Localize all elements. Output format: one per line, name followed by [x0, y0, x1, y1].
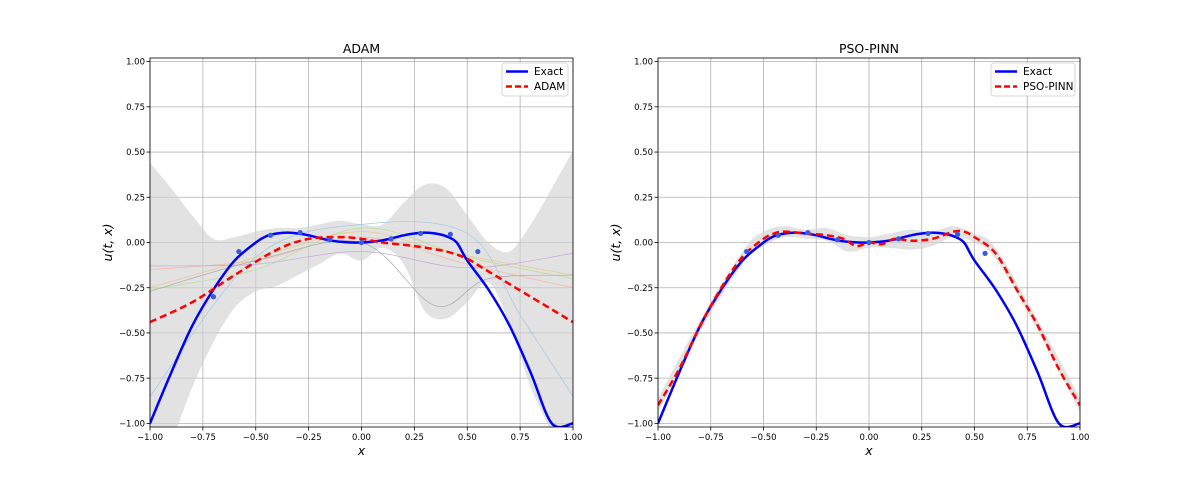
x-tick-label: 0.50	[458, 433, 477, 443]
legend-label-exact: Exact	[1023, 66, 1052, 78]
ensemble-member-line	[150, 221, 573, 397]
data-point	[210, 294, 217, 300]
y-tick-label: 0.00	[126, 239, 145, 249]
y-tick-label: −0.75	[627, 374, 653, 384]
x-tick-label: −0.50	[750, 433, 776, 443]
x-tick-label: 0.75	[1018, 433, 1037, 443]
data-point	[297, 229, 303, 236]
plot-area	[150, 150, 573, 427]
y-tick-label: −0.50	[119, 329, 145, 339]
legend: Exact PSO-PINN	[990, 62, 1076, 97]
y-tick-label: −1.00	[119, 420, 145, 430]
y-tick-label: 0.25	[634, 193, 653, 203]
x-tick-label: 0.00	[860, 433, 879, 443]
x-tick-label: 0.25	[912, 433, 931, 443]
data-point	[895, 236, 902, 242]
x-tick-label: 0.00	[352, 433, 371, 443]
y-tick-labels: −1.00 −0.75 −0.50 −0.25 0.00 0.25 0.50 0…	[627, 58, 653, 430]
x-tick-label: −0.25	[803, 433, 829, 443]
legend: Exact ADAM	[501, 62, 569, 97]
panel-adam: ADAM −1.00 −0.75 −0.50 −0.25 0.00 0.25 0…	[100, 41, 583, 458]
data-point	[866, 239, 872, 246]
y-tick-label: −0.25	[627, 284, 653, 294]
y-tick-label: 1.00	[634, 58, 653, 68]
ensemble-member-line	[150, 236, 573, 289]
y-tick-label: 0.75	[634, 103, 653, 113]
prediction-line	[150, 235, 573, 324]
x-axis-label: x	[357, 443, 366, 458]
y-tick-label: 0.00	[634, 239, 653, 249]
y-tick-label: 1.00	[126, 58, 145, 68]
legend-label-adam: ADAM	[534, 81, 565, 93]
y-tick-label: −0.25	[119, 284, 145, 294]
x-tick-label: −0.50	[243, 433, 269, 443]
data-point	[388, 236, 394, 242]
y-tick-label: 0.50	[126, 148, 145, 158]
y-tick-label: −0.75	[119, 374, 145, 384]
x-tick-label: 0.50	[965, 433, 984, 443]
data-point	[236, 248, 242, 255]
y-tick-label: 0.75	[126, 103, 145, 113]
x-tick-label: −0.75	[190, 433, 216, 443]
data-point	[447, 231, 453, 237]
tick-marks	[654, 61, 1081, 431]
x-axis-label: x	[864, 443, 873, 458]
legend-label-pso-pinn: PSO-PINN	[1023, 81, 1073, 93]
data-point	[744, 248, 750, 255]
x-tick-label: 1.00	[1071, 433, 1090, 443]
data-point	[358, 239, 365, 246]
x-tick-labels: −1.00 −0.75 −0.50 −0.25 0.00 0.25 0.50 0…	[645, 433, 1090, 443]
data-point	[805, 229, 811, 236]
data-point	[834, 237, 840, 243]
ensemble-member-line	[150, 251, 573, 269]
data-point	[925, 230, 931, 237]
ensemble-member-line	[150, 231, 573, 289]
ensemble-member-line	[150, 240, 573, 307]
data-point	[982, 250, 988, 256]
y-tick-label: 0.50	[634, 148, 653, 158]
panel-title: PSO-PINN	[839, 41, 899, 56]
x-tick-label: −1.00	[645, 433, 671, 443]
y-tick-labels: −1.00 −0.75 −0.50 −0.25 0.00 0.25 0.50 0…	[119, 58, 145, 430]
plot-area	[658, 226, 1080, 427]
data-point	[955, 231, 961, 237]
data-point	[775, 232, 781, 238]
y-tick-label: −0.50	[627, 329, 653, 339]
x-tick-label: −0.75	[698, 433, 724, 443]
data-point	[267, 232, 274, 238]
x-tick-label: −0.25	[296, 433, 322, 443]
legend-label-exact: Exact	[534, 66, 563, 78]
x-tick-label: 1.00	[564, 433, 583, 443]
data-point	[475, 248, 481, 255]
data-point	[327, 237, 333, 243]
x-tick-labels: −1.00 −0.75 −0.50 −0.25 0.00 0.25 0.50 0…	[137, 433, 583, 443]
x-tick-label: 0.25	[405, 433, 424, 443]
x-tick-label: −1.00	[137, 433, 163, 443]
panel-pso-pinn: PSO-PINN −1.00 −0.75 −0.50 −0.25 0.00 0.…	[608, 41, 1089, 458]
uncertainty-band	[150, 150, 573, 427]
data-point	[418, 230, 424, 237]
y-axis-label: u(t, x)	[608, 224, 623, 262]
y-tick-label: −1.00	[627, 420, 653, 430]
tick-marks	[146, 61, 574, 431]
y-axis-label: u(t, x)	[100, 224, 115, 262]
panel-title: ADAM	[343, 41, 380, 56]
x-tick-label: 0.75	[511, 433, 530, 443]
y-tick-label: 0.25	[126, 193, 145, 203]
